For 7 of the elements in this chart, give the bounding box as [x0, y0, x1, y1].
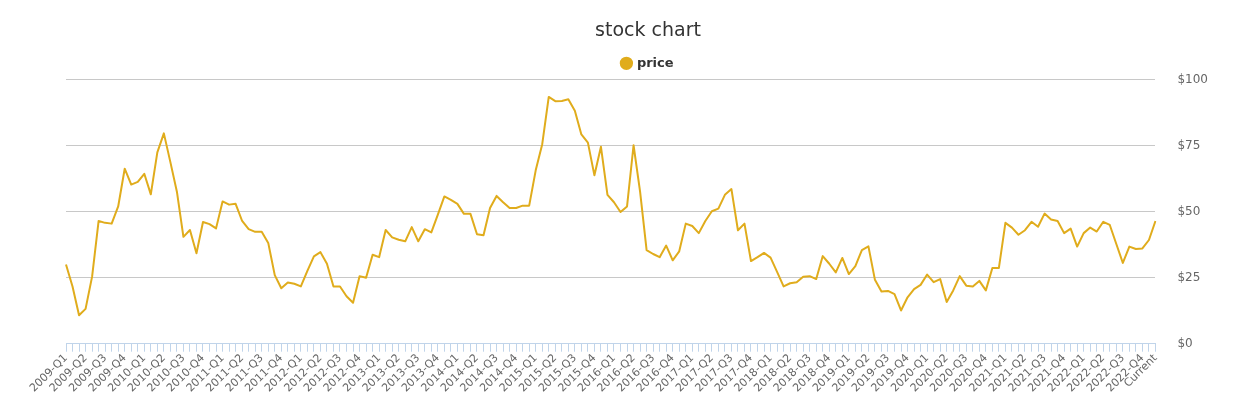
legend-label: price: [636, 54, 674, 70]
y-tick-label: $25: [1177, 269, 1201, 284]
y-tick-label: $50: [1177, 203, 1201, 218]
y-tick-label: $75: [1177, 137, 1201, 152]
chart-title: stock chart: [595, 18, 701, 41]
y-tick-label: $0: [1177, 335, 1193, 350]
y-tick-label: $100: [1177, 71, 1209, 86]
